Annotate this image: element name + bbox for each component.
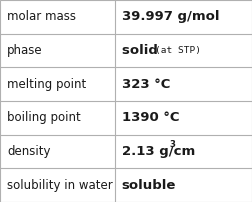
- Text: 3: 3: [169, 140, 175, 149]
- Text: molar mass: molar mass: [7, 10, 76, 23]
- Text: 39.997 g/mol: 39.997 g/mol: [122, 10, 219, 23]
- Text: density: density: [7, 145, 50, 158]
- Text: solid: solid: [122, 44, 167, 57]
- Text: melting point: melting point: [7, 78, 86, 91]
- Text: solubility in water: solubility in water: [7, 179, 113, 192]
- Text: 323 °C: 323 °C: [122, 78, 170, 91]
- Text: (at STP): (at STP): [155, 46, 201, 55]
- Text: 2.13 g/cm: 2.13 g/cm: [122, 145, 195, 158]
- Text: soluble: soluble: [122, 179, 176, 192]
- Text: boiling point: boiling point: [7, 111, 81, 124]
- Text: 1390 °C: 1390 °C: [122, 111, 179, 124]
- Text: phase: phase: [7, 44, 43, 57]
